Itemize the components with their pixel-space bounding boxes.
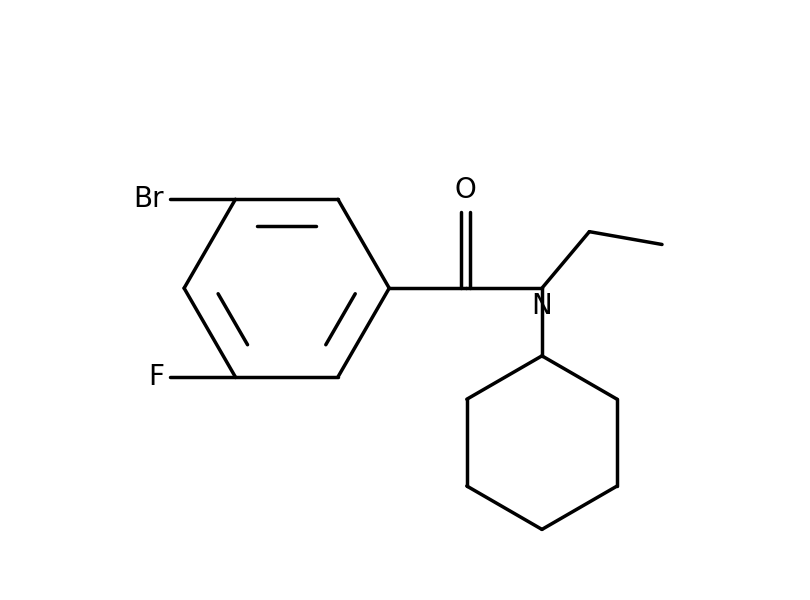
Text: Br: Br xyxy=(134,185,164,214)
Text: N: N xyxy=(531,292,552,320)
Text: F: F xyxy=(148,363,164,391)
Text: O: O xyxy=(454,176,476,204)
